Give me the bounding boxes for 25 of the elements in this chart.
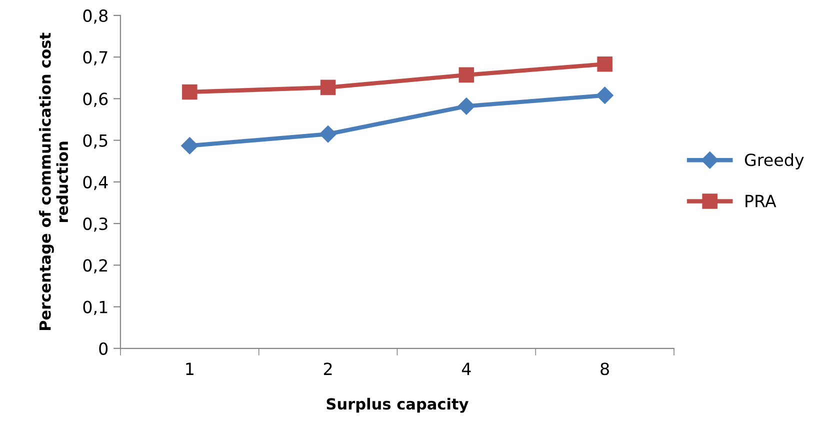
y-tick-label: 0 [99,342,108,355]
x-axis-title: Surplus capacity [326,398,468,413]
point [319,126,337,143]
point [597,56,612,72]
x-tick-label: 2 [324,362,332,375]
point [458,67,474,83]
y-tick-label: 0,8 [83,9,108,24]
point [181,137,198,154]
x-tick-label: 8 [600,362,609,376]
y-tick-label: 0,6 [83,92,108,107]
y-axis-title: Percentage of communication cost reduction [39,32,68,330]
y-tick-label: 0,4 [83,176,108,190]
y-tick-label: 0,2 [83,259,107,274]
y-tick-label: 0,5 [83,134,108,149]
y-tick-label: 0,7 [83,51,108,66]
x-tick-label: 1 [186,362,194,375]
legend-label: Greedy [744,153,804,170]
point [182,84,198,100]
x-tick-label: 4 [462,362,471,375]
point [320,80,336,96]
point [596,86,614,104]
legend-label: PRA [746,194,776,208]
point [458,98,475,115]
y-tick-label: 0,3 [83,217,108,232]
y-tick-label: 0,1 [83,300,108,316]
